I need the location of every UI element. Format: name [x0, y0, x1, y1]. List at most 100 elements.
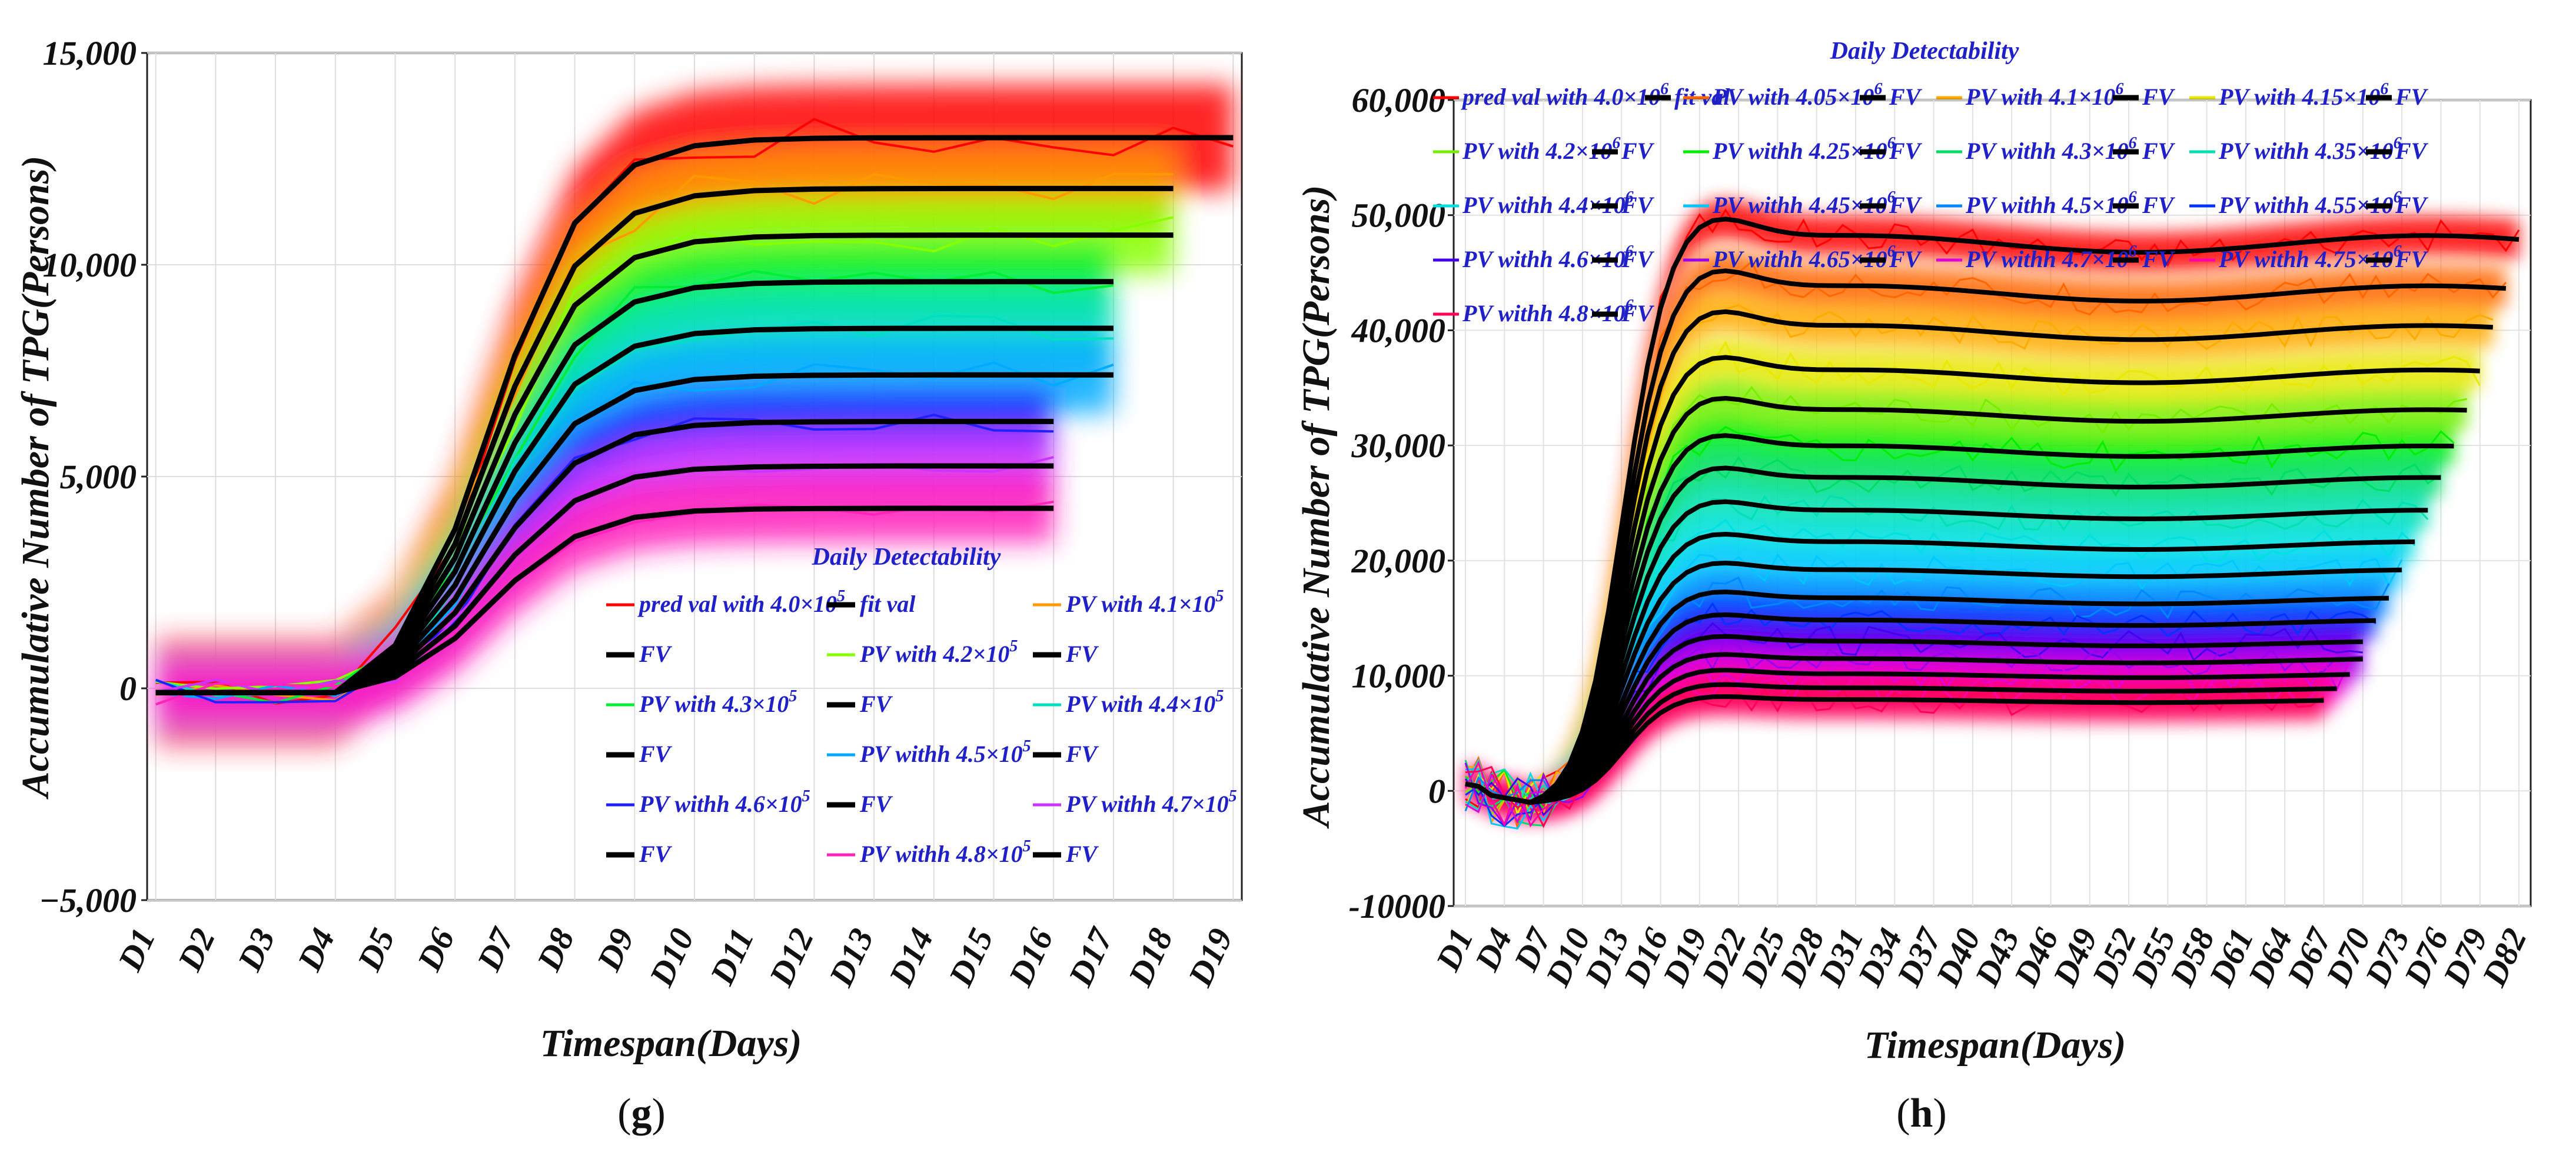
x-ticks-h: D1D4D7D10D13D16D19D22D25D28D31D34D37D40D…	[1428, 921, 2534, 993]
legend-item-g: fit val	[827, 591, 916, 617]
legend-item-h: FV	[2366, 84, 2429, 110]
legend-exp: 6	[2129, 134, 2137, 152]
legend-exp: 6	[1626, 297, 1634, 315]
legend-exp: 6	[1887, 188, 1896, 207]
legend-item-g: FV	[606, 641, 673, 667]
legend-exp: 5	[1229, 787, 1237, 805]
band-g-1	[155, 150, 1174, 731]
legend-label: PV withh 4.5×105	[859, 737, 1031, 767]
legend-label: FV	[1621, 138, 1655, 164]
y-tick-label: 10,000	[43, 246, 137, 284]
panel-label-h: (h)	[1896, 1091, 1947, 1136]
x-tick-label: D15	[941, 922, 1001, 993]
fit-line-h-13	[1465, 652, 2363, 805]
y-ticks-g: 15,000 10,000 5,000 0 −5,000	[39, 34, 147, 920]
legend-exp: 6	[2115, 80, 2123, 98]
legend-item-h: FV	[2366, 138, 2429, 164]
band-g-6	[155, 387, 1054, 727]
legend-item-g: PV withh 4.7×105	[1033, 787, 1237, 817]
legend-g: pred val with 4.0×105 fit val PV with 4.1×…	[606, 587, 1237, 867]
legend-item-g: PV with 4.3×105	[606, 687, 797, 717]
band-g-5	[155, 337, 1114, 731]
fit-line-h-10	[1465, 590, 2389, 805]
y-tick-label: 0	[1428, 772, 1445, 810]
y-tick-label: 40,000	[1351, 311, 1446, 349]
legend-label: PV with 4.1×106	[1965, 80, 2123, 110]
pred-line-g-2	[155, 216, 1174, 690]
fit-line-h-2	[1465, 309, 2493, 805]
fit-line-g-8	[155, 505, 1054, 695]
legend-label: FV	[2395, 192, 2429, 218]
legend-item-g: PV with 4.4×105	[1033, 687, 1224, 717]
legend-item-g: PV withh 4.5×105	[827, 737, 1031, 767]
legend-item-h: FV	[2113, 84, 2176, 110]
fit-line-h-1	[1465, 268, 2507, 805]
panel-letter-g: g	[631, 1091, 652, 1136]
legend-label: PV withh 4.4×106	[1462, 188, 1634, 218]
x-tick-label: D7	[469, 921, 522, 977]
legend-item-h: FV	[2113, 192, 2176, 218]
legend-item-g: FV	[827, 691, 893, 717]
legend-item-h: FV	[1592, 192, 1655, 218]
legend-label: PV with 4.4×105	[1065, 687, 1224, 717]
legend-item-h: FV	[2366, 192, 2429, 218]
legend-exp: 6	[1874, 80, 1882, 98]
y-tick-label: 30,000	[1351, 427, 1446, 465]
legend-exp: 6	[2394, 242, 2402, 261]
legend-exp: 6	[2394, 134, 2402, 152]
y-tick-label: 0	[119, 670, 137, 708]
fit-lines-g	[155, 135, 1234, 695]
legend-exp: 6	[1887, 242, 1896, 261]
legend-item-h: FV	[2366, 246, 2429, 272]
legend-label: FV	[1065, 841, 1099, 867]
legend-label: PV withh 4.5×106	[1965, 188, 2137, 218]
legend-label: pred val with 4.0×106	[1461, 80, 1668, 110]
legend-label: FV	[2395, 246, 2429, 272]
y-tick-label: −5,000	[39, 881, 137, 920]
legend-exp: 5	[802, 787, 810, 805]
band-h-16	[1465, 677, 2324, 822]
legend-label: FV	[1621, 246, 1655, 272]
legend-exp: 6	[1626, 242, 1634, 261]
y-tick-label: 20,000	[1351, 542, 1446, 580]
legend-exp: 6	[2394, 188, 2402, 207]
legend-label: FV	[1889, 246, 1923, 272]
legend-label: PV withh 4.8×105	[859, 837, 1031, 867]
x-tick-label: D8	[529, 922, 581, 977]
legend-item-g: PV with 4.2×105	[827, 637, 1018, 667]
legend-label: FV	[1065, 641, 1099, 667]
legend-exp: 5	[837, 587, 845, 605]
y-ticks-h: 60,000 50,000 40,000 30,000 20,000 10,000 0 -10…	[1349, 81, 1454, 925]
legend-exp: 6	[1626, 188, 1634, 207]
legend-item-h: FV	[1592, 138, 1655, 164]
legend-label: PV withh 4.7×106	[1965, 242, 2137, 272]
fit-line-h-4	[1465, 396, 2467, 805]
legend-label: FV	[2142, 246, 2176, 272]
legend-exp: 5	[1023, 737, 1031, 755]
legend-item-g: PV with 4.1×105	[1033, 587, 1224, 617]
legend-exp: 5	[1009, 637, 1018, 655]
legend-item-g: FV	[1033, 641, 1099, 667]
legend-label: FV	[1065, 741, 1099, 767]
y-tick-label: 15,000	[43, 34, 137, 72]
fit-line-h-8	[1465, 532, 2415, 805]
x-tick-label: D10	[641, 922, 702, 993]
legend-title-g: Daily Detectability	[812, 544, 1001, 571]
x-tick-label: D16	[1001, 922, 1061, 993]
legend-item-h: PV with 4.15×106	[2189, 80, 2388, 110]
pred-line-h-2	[1465, 304, 2494, 825]
fit-line-h-6	[1465, 465, 2441, 805]
legend-label: FV	[859, 791, 893, 817]
x-tick-label: D1	[110, 922, 162, 977]
ylabel-g: Accumulative Number of TPG(Persons)	[14, 156, 57, 800]
legend-label: PV with 4.2×106	[1462, 134, 1620, 164]
legend-label: PV with 4.3×105	[639, 687, 797, 717]
fit-line-h-16	[1465, 694, 2324, 805]
legend-label: FV	[1889, 192, 1923, 218]
legend-label: PV with 4.05×106	[1712, 80, 1882, 110]
legend-exp: 5	[789, 687, 797, 705]
legend-item-g: FV	[1033, 841, 1099, 867]
legend-exp: 6	[2380, 80, 2388, 98]
legend-item-h: FV	[1860, 192, 1923, 218]
